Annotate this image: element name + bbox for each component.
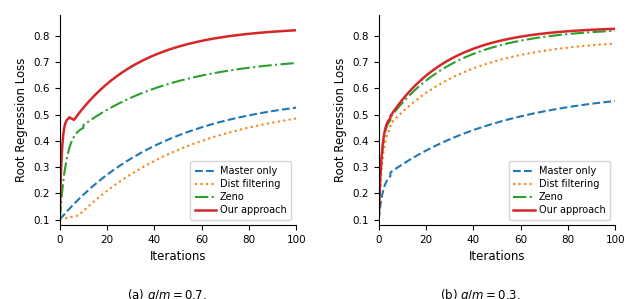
Legend: Master only, Dist filtering, Zeno, Our approach: Master only, Dist filtering, Zeno, Our a… <box>509 161 611 220</box>
Zeno <box>479 49 486 52</box>
Master only <box>559 106 567 110</box>
Master only <box>218 120 226 123</box>
Text: (b) $q/m = 0.3$.: (b) $q/m = 0.3$. <box>440 287 520 299</box>
Master only <box>470 128 478 132</box>
Dist filtering <box>564 46 572 49</box>
Line: Dist filtering: Dist filtering <box>60 118 296 219</box>
Our approach <box>56 218 63 221</box>
Master only <box>375 218 383 221</box>
Master only <box>80 193 88 196</box>
Line: Master only: Master only <box>60 108 296 219</box>
Our approach <box>564 30 572 33</box>
Zeno <box>218 70 226 74</box>
Line: Our approach: Our approach <box>60 30 296 219</box>
Our approach <box>218 35 226 39</box>
Dist filtering <box>152 158 159 162</box>
Zeno <box>80 123 88 126</box>
Master only <box>244 114 252 117</box>
Dist filtering <box>611 42 619 45</box>
X-axis label: Iterations: Iterations <box>150 250 206 263</box>
Our approach <box>479 44 486 47</box>
Y-axis label: Root Regression Loss: Root Regression Loss <box>334 58 347 182</box>
Our approach <box>241 33 248 36</box>
Master only <box>611 99 619 103</box>
Zeno <box>152 86 159 90</box>
Master only <box>479 125 486 129</box>
Master only <box>241 115 248 118</box>
Dist filtering <box>218 133 226 136</box>
Master only <box>152 144 159 147</box>
Dist filtering <box>56 218 63 221</box>
Line: Zeno: Zeno <box>60 63 296 219</box>
Our approach <box>244 32 252 36</box>
Dist filtering <box>160 154 168 158</box>
Zeno <box>160 83 168 87</box>
Zeno <box>537 36 545 39</box>
Zeno <box>399 100 406 104</box>
Master only <box>160 140 168 143</box>
Zeno <box>470 52 478 55</box>
Our approach <box>399 97 406 101</box>
Line: Zeno: Zeno <box>379 31 615 219</box>
Master only <box>292 106 300 109</box>
Zeno <box>244 66 252 70</box>
Dist filtering <box>399 110 406 113</box>
Dist filtering <box>479 63 486 67</box>
Our approach <box>152 53 159 57</box>
Dist filtering <box>470 66 478 70</box>
Our approach <box>375 218 383 221</box>
Master only <box>56 218 63 221</box>
Dist filtering <box>559 46 567 50</box>
Y-axis label: Root Regression Loss: Root Regression Loss <box>15 58 28 182</box>
Dist filtering <box>292 117 300 120</box>
Dist filtering <box>80 209 88 212</box>
Dist filtering <box>375 218 383 221</box>
Our approach <box>80 105 88 109</box>
Dist filtering <box>537 49 545 53</box>
Dist filtering <box>244 126 252 129</box>
Our approach <box>160 50 168 53</box>
Line: Our approach: Our approach <box>379 29 615 219</box>
Line: Dist filtering: Dist filtering <box>379 44 615 219</box>
Legend: Master only, Dist filtering, Zeno, Our approach: Master only, Dist filtering, Zeno, Our a… <box>189 161 291 220</box>
Our approach <box>611 27 619 30</box>
Zeno <box>611 29 619 33</box>
Our approach <box>470 47 478 50</box>
Master only <box>537 110 545 114</box>
Text: (a) $q/m = 0.7$.: (a) $q/m = 0.7$. <box>127 287 206 299</box>
Our approach <box>292 28 300 32</box>
Master only <box>564 106 572 109</box>
Our approach <box>559 30 567 33</box>
Zeno <box>292 61 300 65</box>
Zeno <box>564 32 572 36</box>
Zeno <box>241 67 248 70</box>
Zeno <box>56 218 63 221</box>
Dist filtering <box>241 127 248 130</box>
Our approach <box>537 32 545 36</box>
Master only <box>399 162 406 166</box>
X-axis label: Iterations: Iterations <box>468 250 525 263</box>
Zeno <box>559 33 567 36</box>
Line: Master only: Master only <box>379 101 615 219</box>
Zeno <box>375 218 383 221</box>
